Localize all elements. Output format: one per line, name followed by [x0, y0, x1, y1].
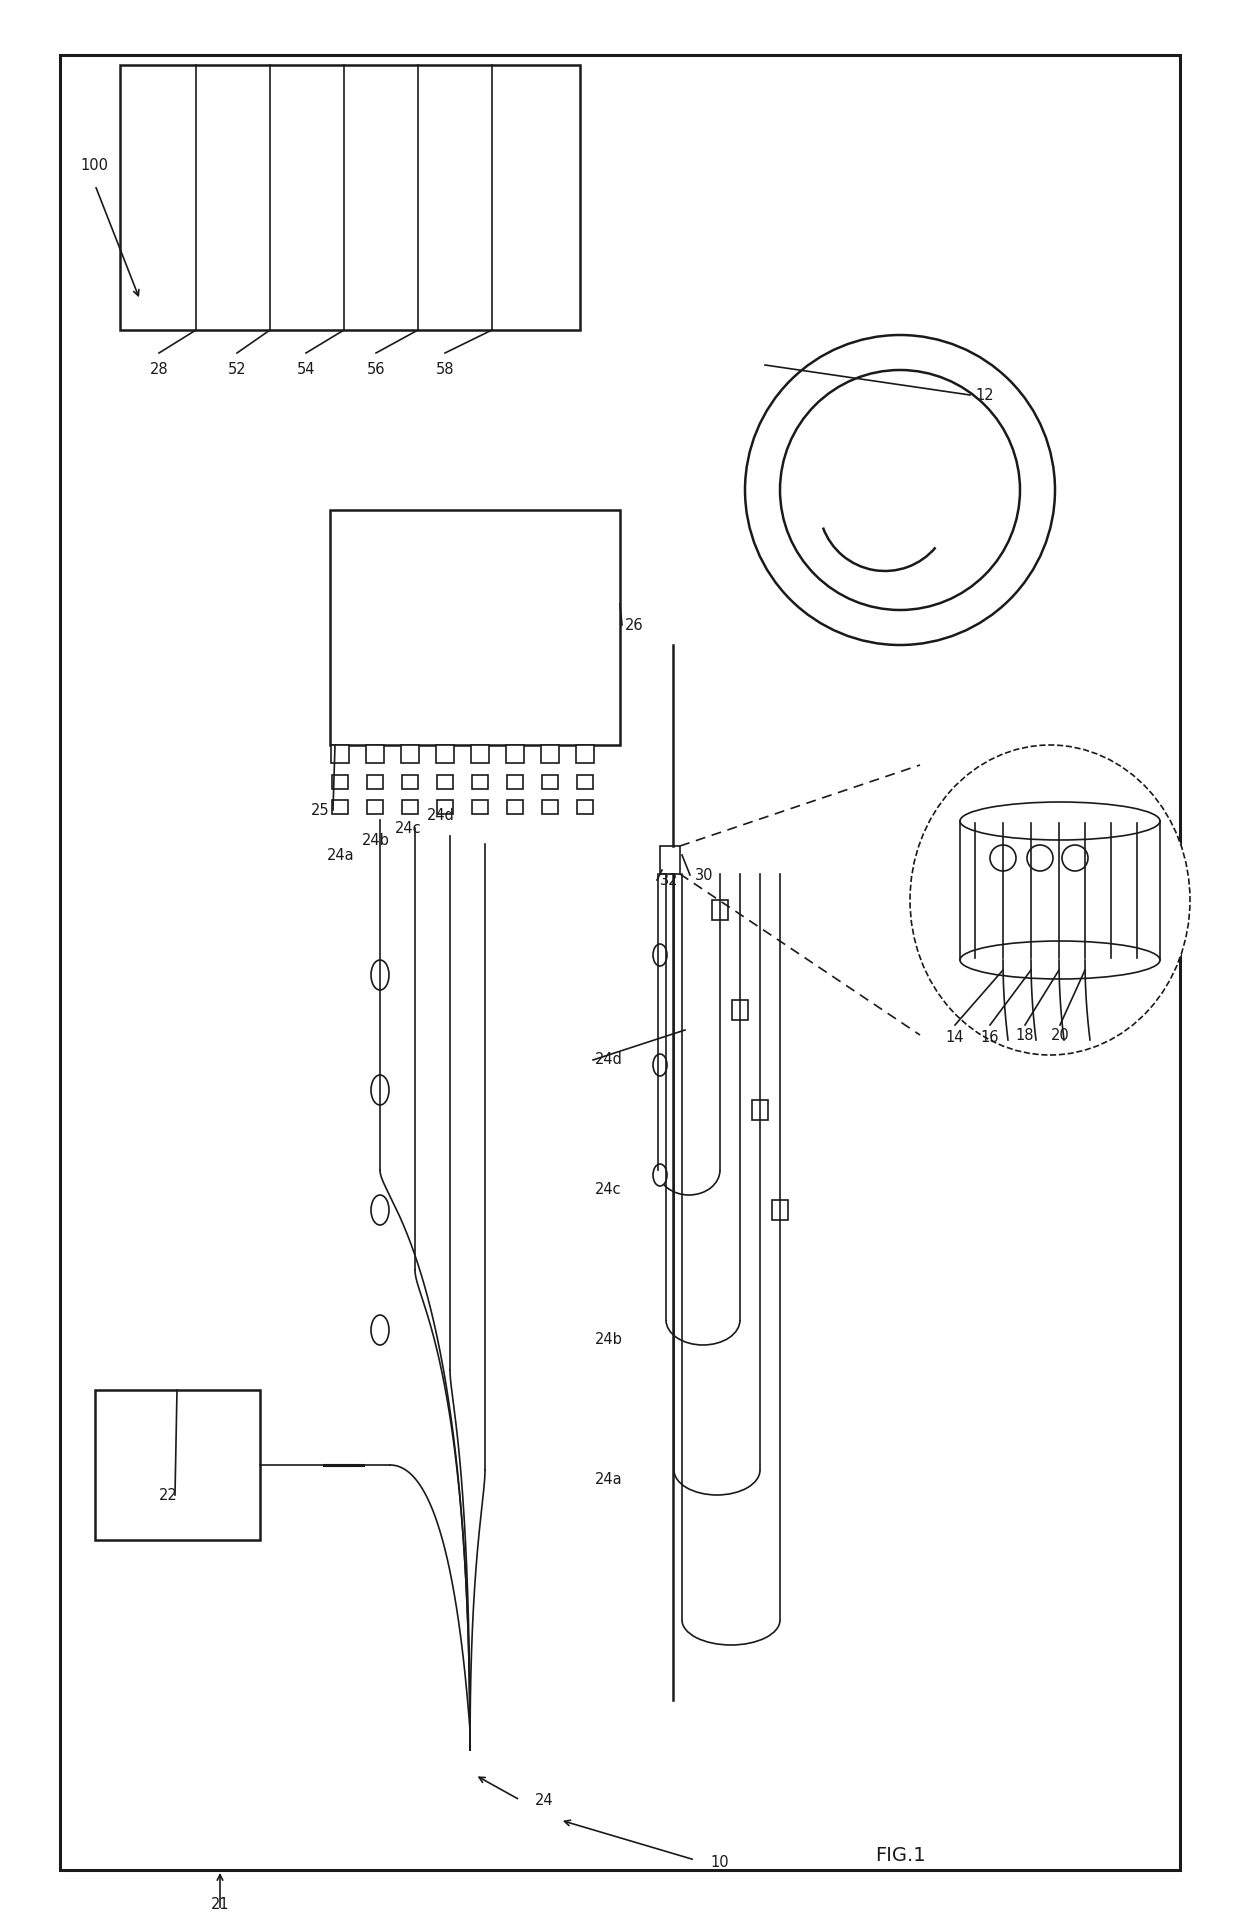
Ellipse shape — [653, 944, 667, 965]
Bar — [95, 1389, 260, 1541]
Ellipse shape — [371, 1315, 389, 1345]
Bar — [120, 65, 580, 330]
Text: 10: 10 — [711, 1854, 729, 1869]
Text: FIG.1: FIG.1 — [874, 1846, 925, 1865]
Text: 24: 24 — [534, 1792, 553, 1808]
Bar — [660, 846, 680, 873]
Bar — [402, 775, 418, 789]
Text: 24c: 24c — [595, 1182, 621, 1197]
Ellipse shape — [371, 1196, 389, 1224]
Text: 16: 16 — [981, 1031, 999, 1046]
Bar — [542, 800, 558, 814]
Bar — [367, 775, 383, 789]
Bar — [542, 775, 558, 789]
Text: 58: 58 — [435, 363, 454, 376]
Text: 100: 100 — [81, 157, 108, 173]
Bar — [472, 775, 489, 789]
Bar — [732, 1000, 748, 1021]
Text: 28: 28 — [150, 363, 169, 376]
Bar — [436, 775, 453, 789]
Bar — [330, 510, 620, 745]
Ellipse shape — [653, 1054, 667, 1077]
Text: 52: 52 — [228, 363, 247, 376]
Ellipse shape — [653, 1165, 667, 1186]
Bar — [577, 745, 594, 764]
Bar — [332, 775, 348, 789]
Bar — [471, 745, 489, 764]
Bar — [332, 800, 348, 814]
Bar — [436, 745, 454, 764]
Text: 22: 22 — [159, 1487, 179, 1503]
Text: 24c: 24c — [396, 821, 422, 835]
Bar — [773, 1199, 787, 1220]
Ellipse shape — [960, 802, 1159, 841]
Bar — [507, 775, 523, 789]
Text: 21: 21 — [211, 1898, 229, 1911]
Bar — [751, 1100, 768, 1121]
Text: 24b: 24b — [595, 1332, 622, 1347]
Text: 56: 56 — [367, 363, 386, 376]
Text: 26: 26 — [625, 618, 644, 633]
Text: 12: 12 — [975, 388, 993, 403]
Bar — [472, 800, 489, 814]
Bar — [577, 775, 593, 789]
Bar — [401, 745, 419, 764]
Ellipse shape — [371, 960, 389, 990]
Text: 24a: 24a — [595, 1472, 622, 1487]
Text: 24a: 24a — [327, 848, 355, 862]
Text: 24b: 24b — [362, 833, 391, 848]
Bar — [402, 800, 418, 814]
Bar — [436, 800, 453, 814]
Bar — [506, 745, 525, 764]
Bar — [712, 900, 728, 919]
Bar — [366, 745, 384, 764]
Bar — [541, 745, 559, 764]
Bar — [367, 800, 383, 814]
Bar — [331, 745, 348, 764]
Text: 24d: 24d — [595, 1052, 622, 1067]
Bar — [577, 800, 593, 814]
Text: 30: 30 — [694, 867, 713, 883]
Text: 14: 14 — [946, 1031, 965, 1046]
Ellipse shape — [960, 940, 1159, 979]
Text: 20: 20 — [1050, 1029, 1069, 1044]
Bar — [507, 800, 523, 814]
Text: 25: 25 — [311, 802, 330, 817]
Text: 32: 32 — [660, 873, 678, 887]
Text: 18: 18 — [1016, 1029, 1034, 1044]
Text: 54: 54 — [296, 363, 315, 376]
Ellipse shape — [910, 745, 1190, 1055]
Text: 24d: 24d — [427, 808, 455, 823]
Ellipse shape — [371, 1075, 389, 1105]
